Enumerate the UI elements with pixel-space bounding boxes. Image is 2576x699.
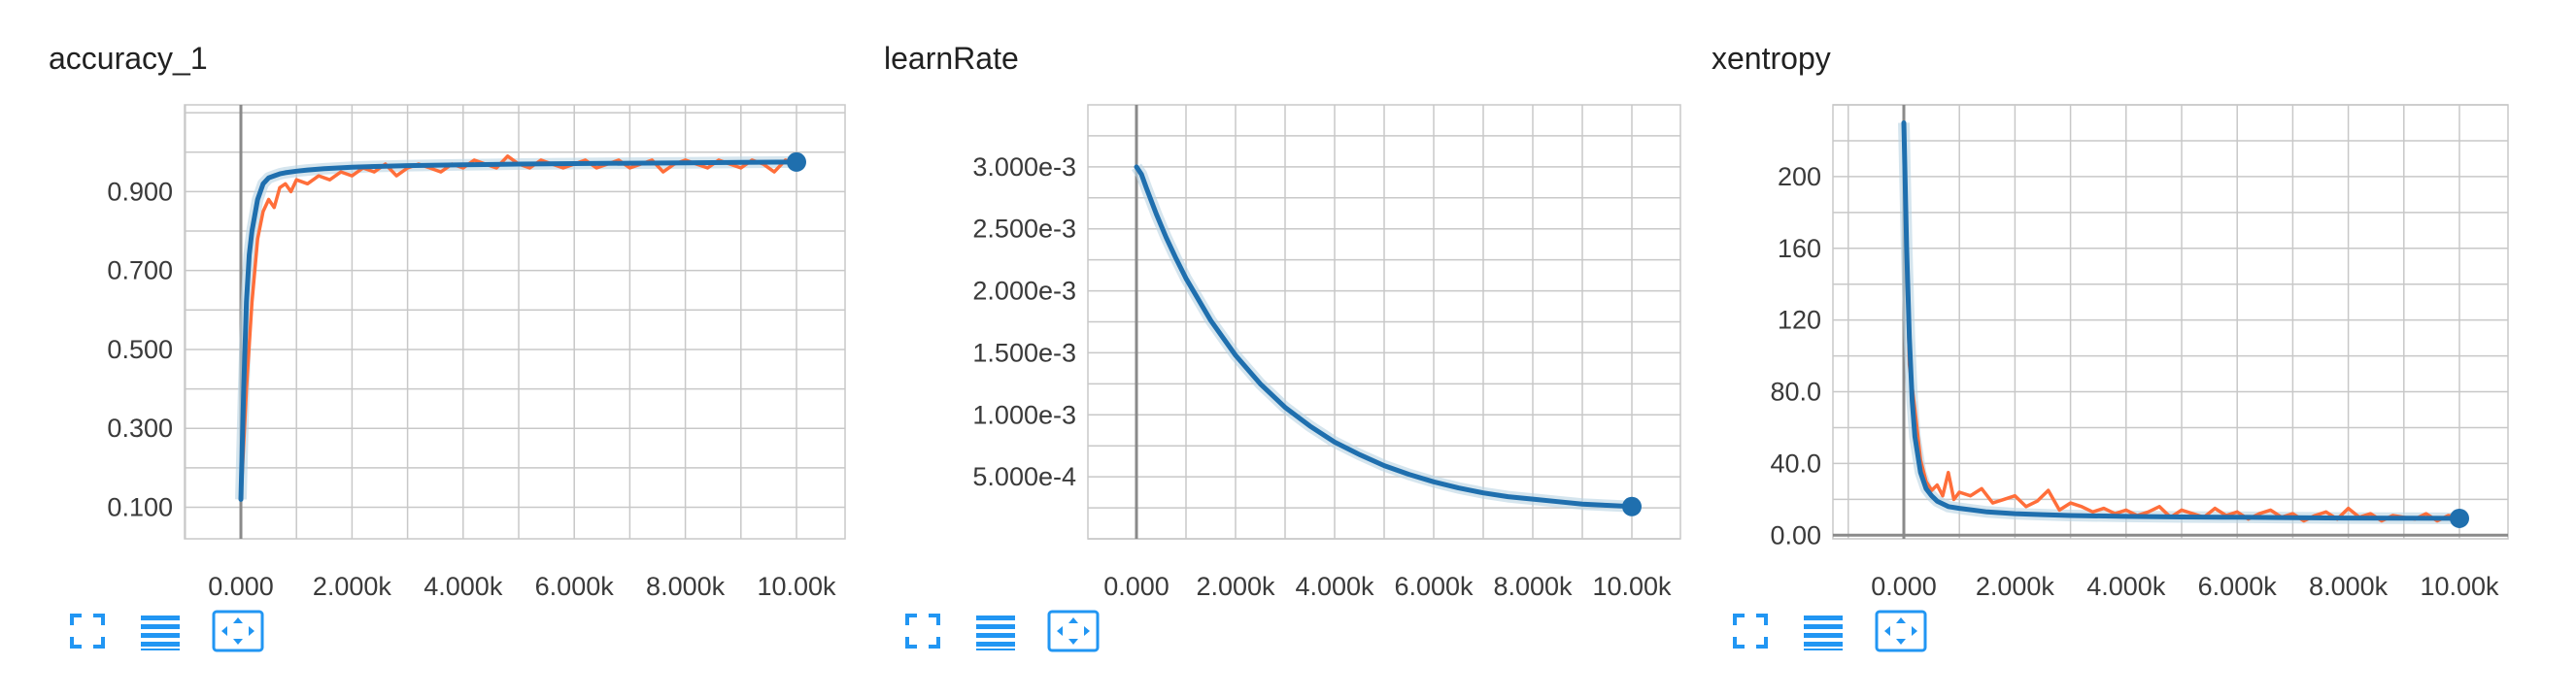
series-line-smoothed (238, 159, 799, 502)
x-tick-label: 6.000k (535, 572, 615, 601)
x-tick-label: 4.000k (424, 572, 503, 601)
accuracy-plot: 0.100 0.300 0.500 0.700 0.900 0.000 2.000k 4.00… (107, 104, 846, 601)
x-tick-label: 8.000k (2309, 572, 2389, 601)
fullscreen-button[interactable] (1729, 610, 1772, 652)
x-tick-label: 2.000k (313, 572, 392, 601)
fit-domain-button[interactable] (1875, 610, 1927, 652)
x-tick-label: 0.000 (1871, 572, 1937, 601)
y-tick-label: 5.000e-4 (972, 462, 1076, 491)
x-tick-label: 10.00k (2420, 572, 2499, 601)
x-tick-label: 10.00k (757, 572, 836, 601)
y-tick-label: 0.300 (107, 414, 173, 443)
fullscreen-button[interactable] (901, 610, 944, 652)
y-tick-label: 2.000e-3 (972, 277, 1076, 306)
series-line-smoothed (1134, 164, 1635, 510)
series-line-smoothed (1901, 120, 2462, 521)
y-tick-label: 80.0 (1770, 378, 1821, 407)
plot-frame (1832, 104, 2509, 540)
y-tick-label: 40.0 (1770, 449, 1821, 478)
learnrate-plot: 5.000e-4 1.000e-3 1.500e-3 2.000e-3 2.500e-3… (972, 104, 1681, 601)
x-tick-label: 2.000k (1976, 572, 2055, 601)
x-tick-label: 8.000k (646, 572, 726, 601)
x-tick-label: 4.000k (1295, 572, 1374, 601)
fullscreen-icon (905, 614, 940, 649)
x-tick-label: 6.000k (2198, 572, 2278, 601)
toggle-log-scale-button[interactable] (1802, 610, 1845, 652)
lines-icon (1804, 616, 1843, 650)
lines-icon (976, 616, 1015, 650)
y-tick-label: 1.500e-3 (972, 338, 1076, 367)
chart-card-xentropy: xentropy 0.00 40.0 80.0 120 160 200 0.000 2.000… (1712, 0, 2547, 699)
series-endpoint-marker[interactable] (787, 151, 806, 172)
series-endpoint-marker[interactable] (1622, 496, 1642, 516)
xentropy-plot: 0.00 40.0 80.0 120 160 200 0.000 2.000k 4.000k 6.… (1770, 104, 2509, 601)
y-tick-label: 0.500 (107, 335, 173, 364)
fullscreen-button[interactable] (66, 610, 109, 652)
lines-icon (141, 616, 180, 650)
y-tick-label: 1.000e-3 (972, 400, 1076, 429)
x-tick-label: 0.000 (1103, 572, 1169, 601)
chart-title: xentropy (1712, 41, 1831, 76)
y-tick-label: 2.500e-3 (972, 215, 1076, 244)
fit-domain-button[interactable] (1047, 610, 1100, 652)
x-tick-label: 2.000k (1196, 572, 1275, 601)
chart-card-learnrate: learnRate 5.000e-4 1.000e-3 1.500e-3 2.000e… (884, 0, 1719, 699)
y-tick-label: 200 (1778, 162, 1821, 191)
chart-card-accuracy: accuracy_1 0.100 0.300 0.500 0.700 0.900 0.00… (49, 0, 884, 699)
fit-domain-icon (1875, 610, 1927, 652)
toggle-log-scale-button[interactable] (139, 610, 182, 652)
fit-domain-icon (1047, 610, 1100, 652)
y-tick-label: 0.900 (107, 177, 173, 206)
y-tick-label: 0.100 (107, 492, 173, 521)
fullscreen-icon (1733, 614, 1768, 649)
fullscreen-icon (70, 614, 105, 649)
y-tick-label: 120 (1778, 306, 1821, 335)
fit-domain-icon (212, 610, 264, 652)
x-tick-label: 10.00k (1592, 572, 1672, 601)
y-tick-label: 160 (1778, 234, 1821, 263)
x-tick-label: 0.000 (208, 572, 274, 601)
y-tick-label: 0.700 (107, 256, 173, 285)
series-endpoint-marker[interactable] (2450, 508, 2469, 528)
toggle-log-scale-button[interactable] (974, 610, 1017, 652)
chart-title: accuracy_1 (49, 41, 208, 76)
x-tick-label: 8.000k (1493, 572, 1573, 601)
x-tick-label: 4.000k (2086, 572, 2166, 601)
chart-title: learnRate (884, 41, 1019, 76)
y-tick-label: 3.000e-3 (972, 152, 1076, 182)
plot-frame (184, 104, 846, 540)
fit-domain-button[interactable] (212, 610, 264, 652)
x-tick-label: 6.000k (1394, 572, 1474, 601)
y-tick-label: 0.00 (1770, 520, 1821, 549)
